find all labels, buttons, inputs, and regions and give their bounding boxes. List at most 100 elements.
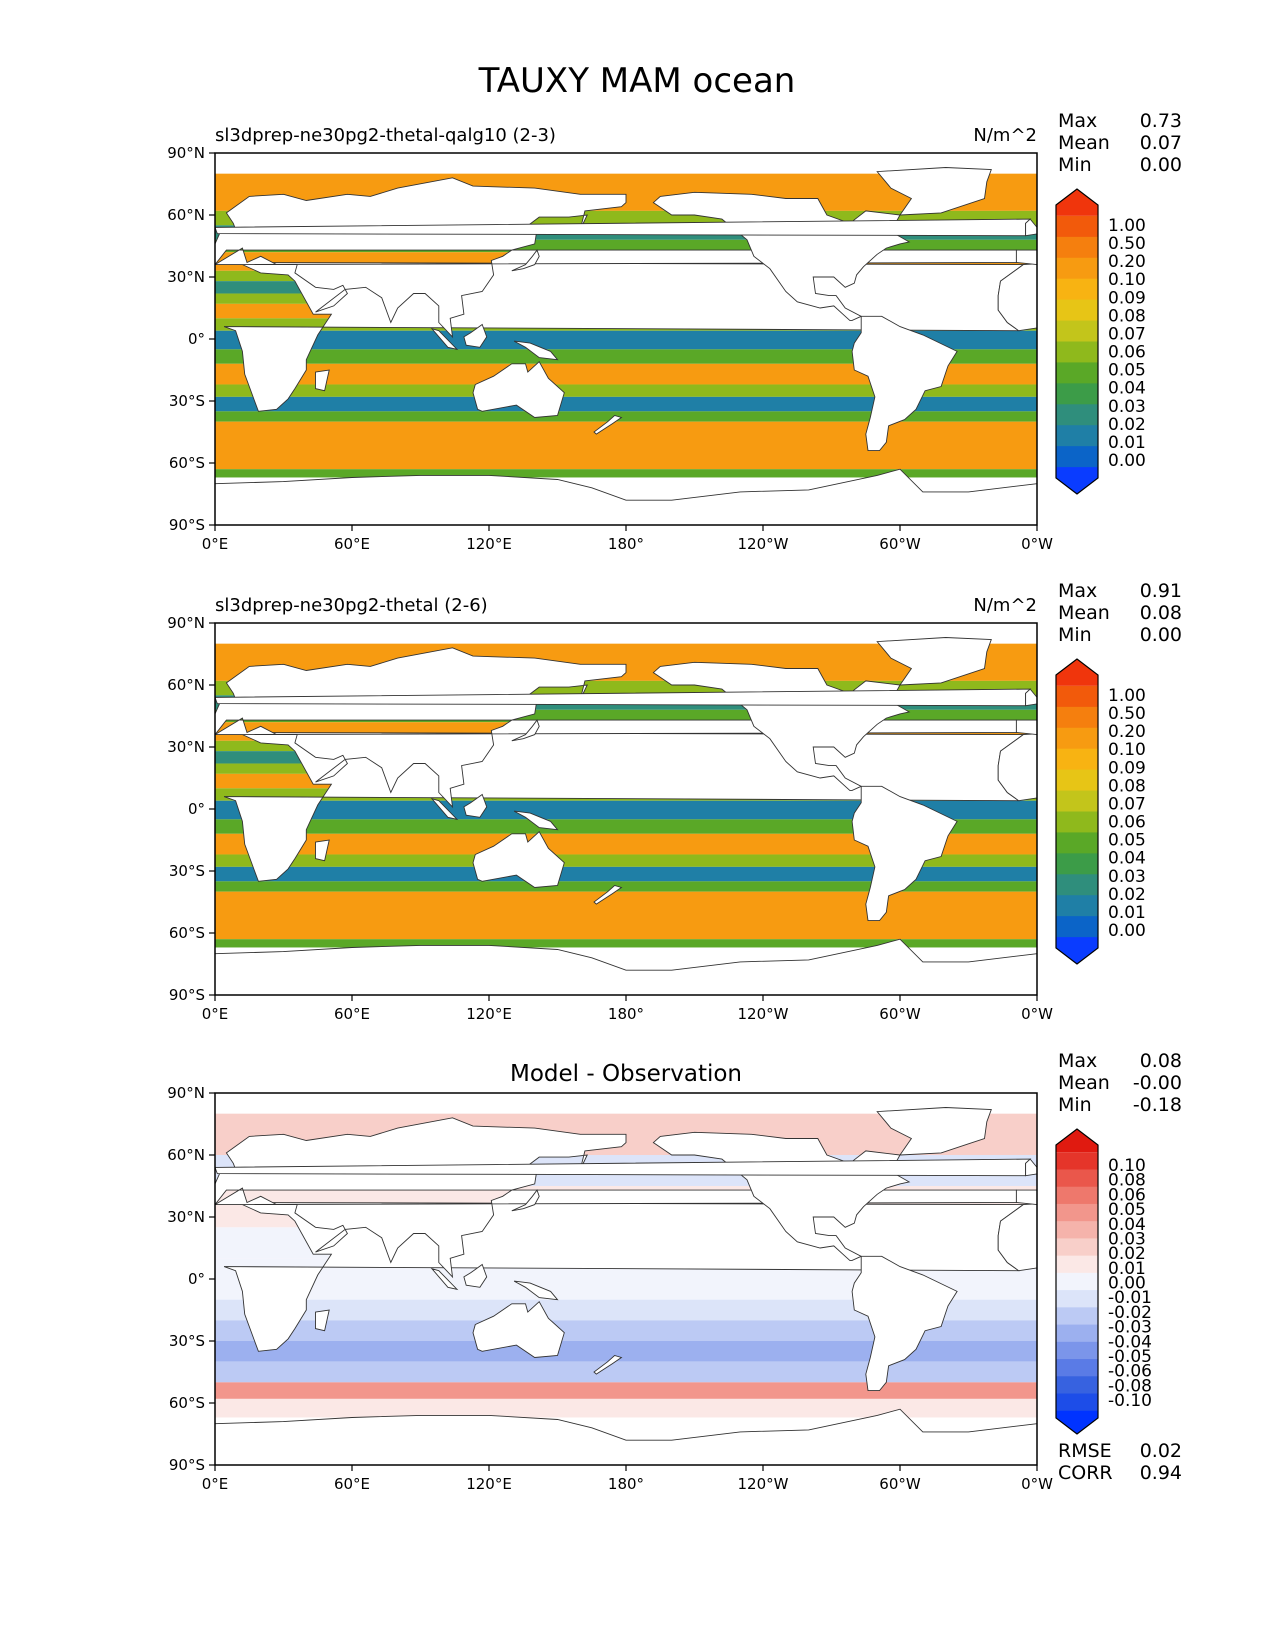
land-newzealand <box>593 884 623 905</box>
lat-tick-label: 60°S <box>169 1394 205 1412</box>
lat-tick-label: 60°S <box>169 454 205 472</box>
ocean-field <box>215 167 1037 525</box>
colorbar-segment <box>1056 853 1098 875</box>
colorbar-label: 0.50 <box>1108 234 1146 254</box>
lon-tick-label: 120°W <box>738 535 789 553</box>
field-band <box>215 1398 1037 1418</box>
colorbar-label: 0.08 <box>1108 776 1146 796</box>
field-band <box>215 854 1037 867</box>
colorbar-label: 1.00 <box>1108 686 1146 706</box>
field-band <box>215 349 1037 364</box>
stat-value: 0.00 <box>1140 154 1182 176</box>
field-band <box>215 1320 1037 1341</box>
lat-tick-label: 30°N <box>167 1208 205 1226</box>
lon-tick-label: 180° <box>608 1005 644 1023</box>
colorbar-extend-top <box>1056 659 1098 686</box>
lat-tick-label: 30°S <box>169 862 205 880</box>
colorbar-segment <box>1056 1272 1098 1291</box>
colorbar-segment <box>1056 706 1098 729</box>
land-borneo <box>463 323 488 348</box>
colorbar-segment <box>1056 874 1098 896</box>
colorbar-label: 0.02 <box>1108 885 1146 905</box>
stat-value: 0.08 <box>1140 602 1182 624</box>
colorbar-segment <box>1056 748 1098 771</box>
colorbar-label: -0.06 <box>1108 1362 1152 1382</box>
colorbar-label: 0.04 <box>1108 1215 1146 1235</box>
colorbar-label: 0.05 <box>1108 831 1146 851</box>
colorbar-label: -0.01 <box>1108 1288 1152 1308</box>
lat-tick-label: 90°N <box>167 144 205 162</box>
colorbar-segment <box>1056 362 1098 384</box>
colorbar-label: -0.03 <box>1108 1318 1152 1338</box>
land-borneo <box>463 1263 488 1288</box>
colorbar-label: 0.00 <box>1108 451 1146 471</box>
lat-tick-label: 0° <box>188 330 205 348</box>
colorbar-label: -0.04 <box>1108 1332 1152 1352</box>
lat-tick-label: 0° <box>188 800 205 818</box>
colorbar: 0.100.080.060.050.040.030.020.010.00-0.0… <box>1055 1128 1152 1435</box>
colorbar-segment <box>1056 1255 1098 1274</box>
land-australia <box>472 1300 565 1358</box>
lat-tick-label: 30°S <box>169 392 205 410</box>
land-japan <box>511 719 540 742</box>
colorbar-label: 0.03 <box>1108 1229 1146 1249</box>
lon-tick-label: 120°W <box>738 1005 789 1023</box>
stat-label: Min <box>1058 154 1092 176</box>
field-band <box>215 411 1037 422</box>
colorbar-label: 0.07 <box>1108 794 1146 814</box>
panel-units: N/m^2 <box>973 125 1037 146</box>
colorbar-label: 0.06 <box>1108 1185 1146 1205</box>
stat-value: 0.02 <box>1140 1440 1182 1462</box>
land-japan <box>511 249 540 272</box>
colorbar-label: -0.08 <box>1108 1376 1152 1396</box>
field-band <box>215 1382 1037 1399</box>
lon-tick-label: 60°E <box>334 535 370 553</box>
stat-label: Max <box>1058 580 1097 602</box>
land-australia <box>472 830 565 888</box>
stat-value: -0.18 <box>1133 1094 1182 1116</box>
land-newguinea <box>513 810 559 831</box>
land-southamerica <box>851 1255 958 1392</box>
lat-tick-label: 90°S <box>169 986 205 1004</box>
colorbar-extend-bottom <box>1056 1410 1098 1434</box>
land-eurasia <box>1015 242 1037 266</box>
land-antarctica <box>215 1408 1037 1465</box>
land-uk <box>1025 218 1037 237</box>
land-greenland <box>876 637 992 686</box>
land-southamerica <box>851 785 958 922</box>
lon-tick-label: 120°W <box>738 1475 789 1493</box>
land-sumatra <box>430 1267 459 1291</box>
colorbar-label: 0.09 <box>1108 758 1146 778</box>
colorbar-segment <box>1056 236 1098 259</box>
land-sumatra <box>430 327 459 351</box>
colorbar-label: 0.07 <box>1108 324 1146 344</box>
colorbar-label: 0.00 <box>1108 1274 1146 1294</box>
land-africa <box>997 1203 1037 1272</box>
colorbar-segment <box>1056 215 1098 238</box>
ocean-field <box>215 637 1037 995</box>
lat-tick-label: 90°N <box>167 614 205 632</box>
panel-units: N/m^2 <box>973 595 1037 616</box>
field-band <box>215 469 1037 478</box>
field-band <box>215 1361 1037 1383</box>
stat-value: -0.00 <box>1133 1072 1182 1094</box>
map-panel-3: 90°N 60°N 30°N 0° 30°S 60°S 90°S0°E 60°E 120°E 18… <box>167 1050 1182 1493</box>
land-antarctica <box>215 468 1037 525</box>
stat-label: CORR <box>1058 1462 1113 1484</box>
stat-label: Min <box>1058 1094 1092 1116</box>
lat-tick-label: 30°N <box>167 738 205 756</box>
stat-value: 0.73 <box>1140 110 1182 132</box>
colorbar-label: 0.02 <box>1108 1244 1146 1264</box>
lon-tick-label: 0°E <box>202 1475 229 1493</box>
colorbar-segment <box>1056 1221 1098 1239</box>
land-uk <box>1025 1158 1037 1177</box>
colorbar-label: 0.05 <box>1108 361 1146 381</box>
panel-title: Model - Observation <box>510 1061 742 1087</box>
land-africa <box>997 263 1037 332</box>
colorbar-segment <box>1056 446 1098 468</box>
lat-tick-label: 60°N <box>167 206 205 224</box>
land-eurasia <box>1015 1182 1037 1206</box>
colorbar-label: 0.06 <box>1108 343 1146 363</box>
land-greenland <box>876 1107 992 1156</box>
colorbar-segment <box>1056 1376 1098 1395</box>
